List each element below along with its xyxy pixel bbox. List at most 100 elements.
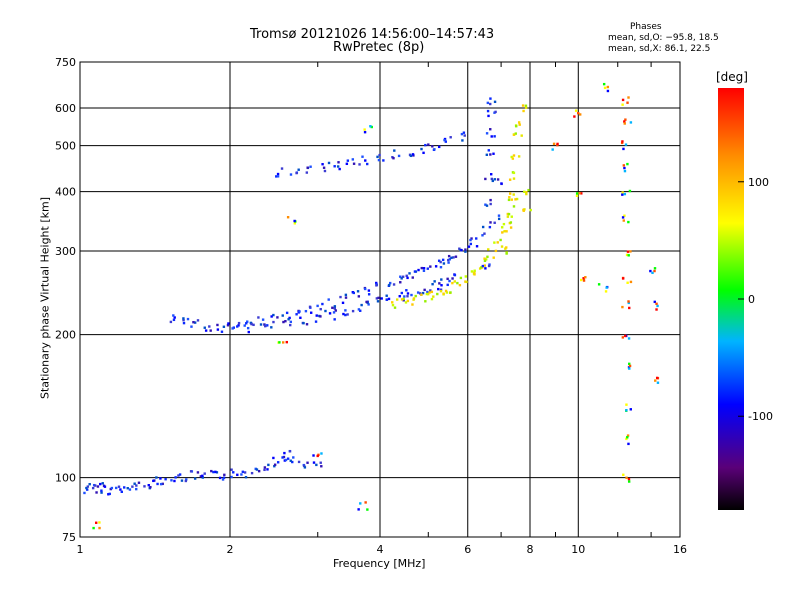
data-point: [95, 491, 98, 494]
data-point: [152, 479, 155, 483]
data-point: [275, 175, 278, 178]
x-axis-label: Frequency [MHz]: [333, 557, 426, 570]
data-point: [351, 309, 355, 313]
data-point: [408, 272, 411, 275]
data-point: [627, 442, 630, 446]
data-point: [489, 153, 492, 156]
chart-subtitle: RwPretec (8p): [333, 40, 425, 55]
data-point: [120, 490, 123, 493]
data-point: [491, 179, 495, 183]
data-point: [653, 300, 656, 304]
data-point: [426, 290, 429, 294]
y-tick-label: 300: [55, 245, 76, 258]
data-point: [295, 313, 298, 316]
data-point: [292, 456, 295, 459]
data-point: [625, 476, 628, 479]
data-point: [308, 305, 312, 309]
data-point: [126, 486, 129, 490]
data-point: [196, 471, 200, 474]
data-point: [487, 149, 490, 152]
data-point: [320, 452, 323, 455]
data-point: [172, 314, 175, 317]
data-point: [403, 295, 406, 298]
data-point: [412, 298, 415, 301]
grid-lines: [80, 62, 680, 537]
data-point: [527, 188, 530, 192]
data-point: [440, 284, 443, 287]
data-point: [98, 482, 102, 486]
data-point: [267, 463, 270, 467]
data-point: [278, 341, 281, 344]
data-point: [442, 292, 445, 295]
data-point: [297, 460, 301, 464]
data-point: [490, 135, 493, 138]
data-point: [580, 192, 583, 195]
data-point: [485, 132, 489, 135]
colorbar-unit-label: [deg]: [716, 70, 748, 84]
data-point: [424, 143, 427, 147]
data-point: [655, 308, 658, 311]
data-point: [624, 143, 628, 146]
data-point: [288, 316, 291, 320]
data-point: [597, 283, 601, 286]
data-point: [214, 470, 217, 474]
data-point: [505, 230, 508, 233]
data-point: [418, 292, 422, 295]
data-point: [499, 238, 502, 242]
data-point: [282, 455, 286, 459]
data-point: [653, 267, 657, 270]
data-point: [489, 198, 492, 202]
data-point: [107, 493, 110, 496]
y-tick-label: 400: [55, 186, 76, 199]
data-point: [462, 131, 466, 134]
data-point: [552, 142, 556, 146]
data-point: [439, 260, 442, 264]
data-point: [584, 276, 587, 279]
data-point: [230, 475, 233, 479]
y-tick-label: 600: [55, 102, 76, 115]
data-point: [208, 325, 211, 328]
data-point: [114, 486, 118, 490]
data-point: [280, 167, 284, 170]
data-point: [484, 203, 487, 206]
data-point: [302, 321, 305, 325]
data-point: [351, 158, 355, 161]
data-point: [397, 154, 401, 158]
data-point: [655, 302, 658, 305]
data-point: [94, 484, 97, 487]
data-point: [653, 269, 656, 273]
data-point: [506, 212, 509, 216]
data-point: [289, 459, 292, 462]
data-point: [481, 225, 485, 229]
data-point: [164, 477, 167, 481]
data-point: [336, 165, 340, 168]
data-point: [442, 262, 446, 265]
data-point: [629, 250, 632, 253]
data-point: [361, 155, 364, 158]
data-point: [281, 341, 285, 344]
data-point: [263, 466, 267, 469]
data-point: [517, 155, 521, 158]
data-point: [508, 192, 512, 195]
data-point: [438, 282, 441, 285]
data-point: [493, 100, 497, 104]
y-tick-label: 750: [55, 56, 76, 69]
data-point: [289, 323, 292, 327]
data-point: [309, 165, 312, 168]
data-point: [517, 121, 521, 124]
data-point: [266, 468, 269, 471]
data-point: [444, 289, 448, 293]
data-point: [515, 197, 519, 201]
colorbar-ticks: 100 0 -100: [738, 176, 773, 423]
colorbar-tick-label: 100: [748, 176, 769, 189]
data-point: [629, 408, 632, 411]
data-point: [86, 485, 90, 488]
data-point: [216, 328, 220, 331]
data-point: [501, 231, 504, 234]
data-point: [422, 151, 425, 155]
data-point: [503, 230, 506, 233]
data-point: [245, 322, 248, 325]
data-point: [483, 257, 486, 260]
data-point: [203, 472, 206, 475]
data-point: [331, 306, 334, 309]
